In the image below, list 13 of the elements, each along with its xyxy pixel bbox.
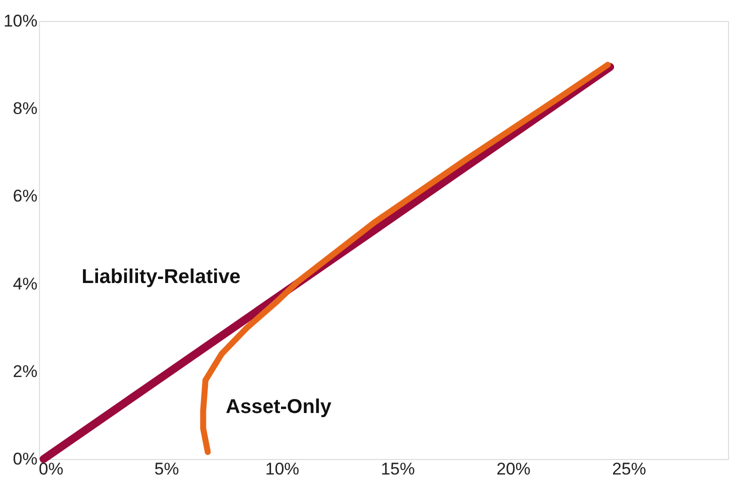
series-label: Asset-Only (226, 396, 332, 418)
x-tick-label: 5% (154, 460, 179, 478)
x-tick-label: 0% (38, 460, 64, 478)
x-tick-label: 15% (380, 460, 415, 478)
x-tick-label: 10% (265, 460, 300, 478)
y-tick-label: 8% (12, 99, 38, 118)
x-tick-label: 25% (612, 460, 646, 478)
y-tick-label: 6% (12, 186, 38, 206)
series-label: Liability-Relative (82, 266, 241, 288)
x-tick-label: 20% (496, 460, 530, 478)
y-tick-label: 4% (12, 274, 38, 294)
y-tick-label: 2% (12, 362, 38, 381)
y-tick-label: 10% (3, 12, 38, 30)
